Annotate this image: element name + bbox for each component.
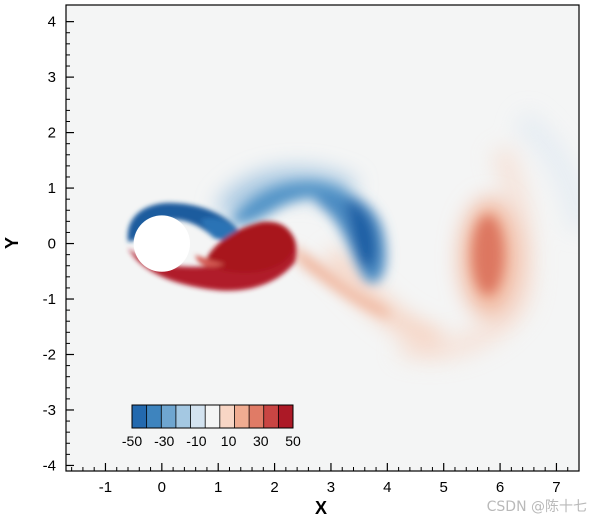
colorbar-segment xyxy=(132,405,147,428)
y-axis-label: Y xyxy=(2,237,22,249)
colorbar-segment xyxy=(278,405,294,428)
colorbar-segment xyxy=(249,405,265,428)
x-tick-label: -1 xyxy=(99,479,112,496)
x-tick-label: 3 xyxy=(327,479,335,496)
shear-layer-negative-arc xyxy=(230,181,352,224)
y-tick-label: -4 xyxy=(43,457,56,474)
y-tick-label: 2 xyxy=(48,125,56,142)
x-tick-label: 7 xyxy=(552,479,560,496)
faint-vortex-street-positive xyxy=(396,145,535,361)
y-tick-label: 3 xyxy=(48,69,56,86)
colorbar-segment xyxy=(263,405,279,428)
attached-positive-vortex xyxy=(205,221,294,273)
lower-positive-shear-layer xyxy=(128,232,297,291)
attached-positive-vortex-edge xyxy=(195,255,225,267)
faint-vortex-street-negative xyxy=(512,110,579,232)
watermark-text: CSDN @陈十七 xyxy=(486,499,587,515)
x-axis-ticks: -1 0 1 2 3 4 5 6 7 xyxy=(71,463,569,496)
upper-negative-shear-tip xyxy=(200,217,240,239)
y-tick-label: 4 xyxy=(48,14,56,31)
y-tick-label: -2 xyxy=(43,347,56,364)
colorbar: -50 -30 -10 10 30 50 xyxy=(122,404,301,449)
x-tick-label: 6 xyxy=(496,479,504,496)
y-axis-ticks: 4 3 2 1 0 -1 -2 -3 -4 xyxy=(43,14,74,474)
downstream-positive-vortex-core xyxy=(472,215,504,295)
middle-negative-vortex-core xyxy=(345,200,377,269)
colorbar-tick-label: 10 xyxy=(221,433,237,449)
x-tick-label: 5 xyxy=(440,479,448,496)
x-tick-label: 2 xyxy=(270,479,278,496)
shear-layer-positive-trail xyxy=(290,245,391,318)
x-tick-label: 4 xyxy=(383,479,391,496)
colorbar-segment xyxy=(205,405,221,428)
colorbar-segment xyxy=(219,405,235,428)
colorbar-tick-label: 30 xyxy=(253,433,269,449)
colorbar-tick-label: 50 xyxy=(285,433,301,449)
colorbar-segment xyxy=(234,405,250,428)
colorbar-tick-label: -10 xyxy=(186,433,206,449)
cylinder-obstacle xyxy=(133,215,191,272)
colorbar-tick-label: -50 xyxy=(122,433,142,449)
y-tick-label: -3 xyxy=(43,402,56,419)
x-tick-label: 0 xyxy=(158,479,166,496)
colorbar-segment xyxy=(175,405,191,428)
y-tick-label: -1 xyxy=(43,291,56,308)
y-tick-label: 0 xyxy=(48,236,56,253)
colorbar-frame xyxy=(131,404,294,429)
plot-frame xyxy=(65,4,580,472)
x-axis-label: X xyxy=(315,498,327,518)
colorbar-segment xyxy=(161,405,177,428)
x-tick-label: 1 xyxy=(214,479,222,496)
vorticity-field xyxy=(127,110,579,361)
colorbar-segment xyxy=(146,405,162,428)
colorbar-segment xyxy=(190,405,206,428)
y-tick-label: 1 xyxy=(48,180,56,197)
colorbar-tick-label: -30 xyxy=(154,433,174,449)
